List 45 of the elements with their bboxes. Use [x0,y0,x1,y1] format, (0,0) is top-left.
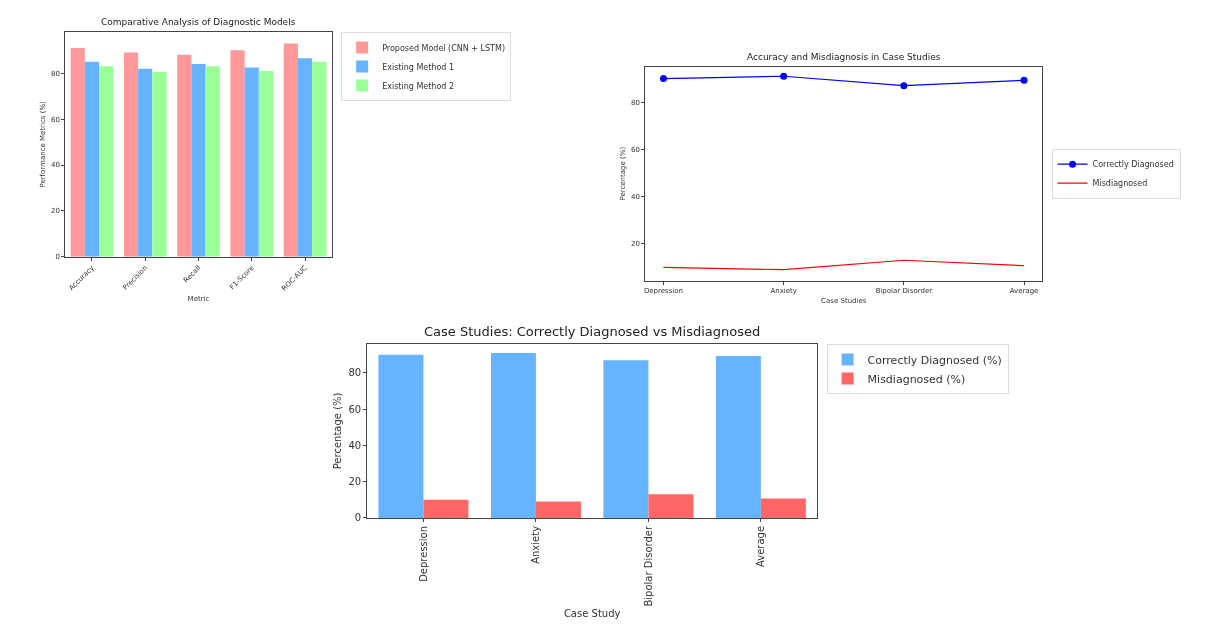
x-tick-label: Average [755,525,767,568]
bar [191,64,206,257]
bar [84,61,100,257]
y-tick-label: 60 [348,403,362,415]
legend-label: Misdiagnosed (%) [867,372,966,386]
bar [138,68,153,257]
x-tick-label: Depression [417,525,429,582]
bar [258,70,274,257]
bar [230,50,245,257]
legend-label: Existing Method 2 [382,81,455,91]
y-tick-label: 20 [348,476,362,488]
bar [152,72,167,257]
line-series [662,259,1025,271]
bar [535,501,581,518]
bar [760,498,806,518]
bar [123,52,139,257]
bar [312,61,327,257]
bar [283,43,298,257]
legend-label: Correctly Diagnosed (%) [867,353,1002,367]
bar [715,356,761,518]
x-axis-title: Case Study [563,608,621,620]
y-tick-label: 0 [354,512,362,524]
bar [297,58,313,257]
bar [244,67,259,257]
bar [648,494,694,518]
bar [177,54,192,257]
legend-label: Existing Method 1 [382,62,455,72]
chart-title: Comparative Analysis of Diagnostic Models [101,17,296,27]
legend-label: Proposed Model (CNN + LSTM) [382,43,506,53]
bar [603,360,649,518]
x-tick-label: Bipolar Disorder [642,525,654,607]
bar [378,354,424,518]
x-tick-label: Anxiety [530,525,542,564]
bar [70,47,85,257]
bar [490,352,536,518]
y-tick-label: 80 [348,367,362,379]
legend-label: Correctly Diagnosed [1092,160,1174,170]
bar [205,66,220,257]
bar [423,499,469,518]
legend-label: Misdiagnosed [1092,179,1148,189]
y-tick-label: 40 [348,439,362,451]
y-axis-title: Percentage (%) [332,392,344,470]
bar [99,66,114,257]
chart-title: Accuracy and Misdiagnosis in Case Studies [747,52,941,62]
chart-title: Case Studies: Correctly Diagnosed vs Misdiagnosed [424,324,761,339]
